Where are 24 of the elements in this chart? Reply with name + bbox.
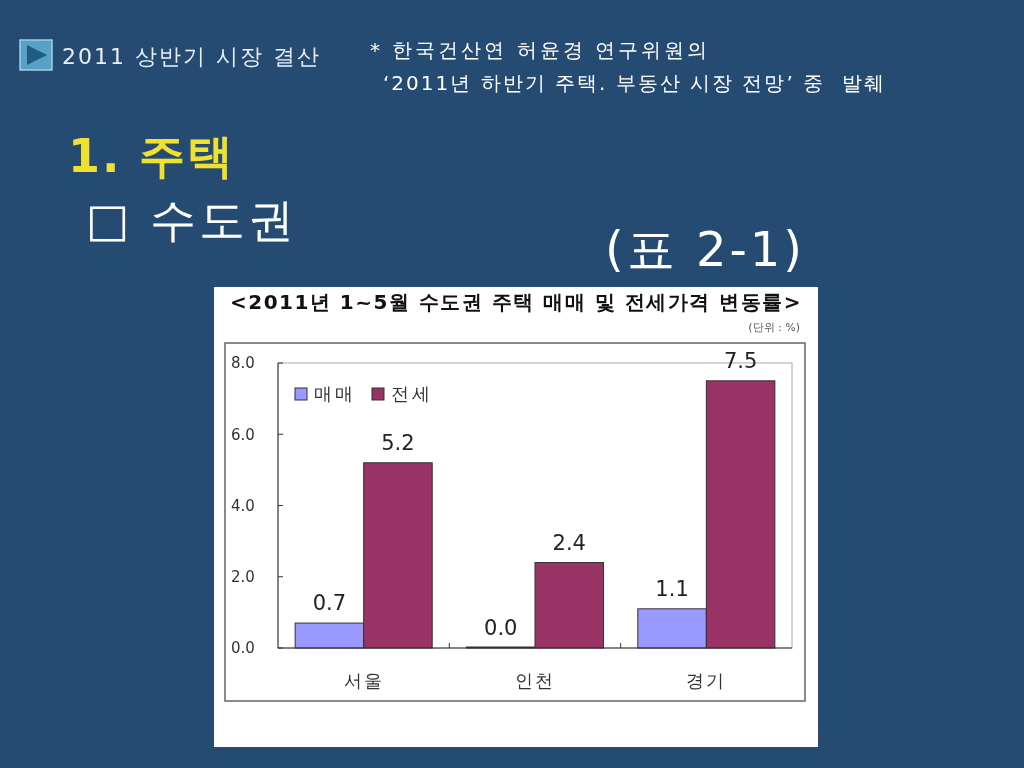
text: 2011 상반기 시장 결산: [62, 44, 321, 69]
data-label: 5.2: [381, 430, 415, 455]
text: 1. 주택: [68, 129, 236, 183]
data-label: 0.7: [312, 591, 347, 616]
text: ‘2011년 하반기 주택. 부동산 시장 전망’ 중 발췌: [383, 71, 886, 95]
data-label: 2.4: [552, 530, 586, 555]
data-label: 1.1: [655, 576, 689, 601]
chart-subtitle: (단위 : %): [748, 321, 800, 334]
y-tick-label: 8.0: [231, 354, 255, 373]
y-tick-label: 4.0: [231, 496, 255, 515]
text: (표 2-1): [604, 221, 805, 277]
text: □ 수도권: [86, 193, 298, 247]
legend-label: 매매: [314, 383, 356, 405]
x-tick-label: 인천: [515, 670, 555, 691]
data-label: 0.0: [484, 616, 518, 640]
y-tick-label: 0.0: [231, 639, 255, 658]
chart-title: <2011년 1~5월 수도권 주택 매매 및 전세가격 변동률>: [229, 290, 803, 314]
legend-label: 전세: [391, 383, 433, 405]
text: * 한국건산연 허윤경 연구위원의: [370, 38, 711, 62]
y-tick-label: 6.0: [231, 425, 255, 444]
data-label: 7.5: [723, 348, 758, 373]
y-tick-label: 2.0: [231, 568, 255, 586]
x-tick-label: 서울: [343, 670, 384, 691]
x-tick-label: 경기: [686, 670, 727, 691]
